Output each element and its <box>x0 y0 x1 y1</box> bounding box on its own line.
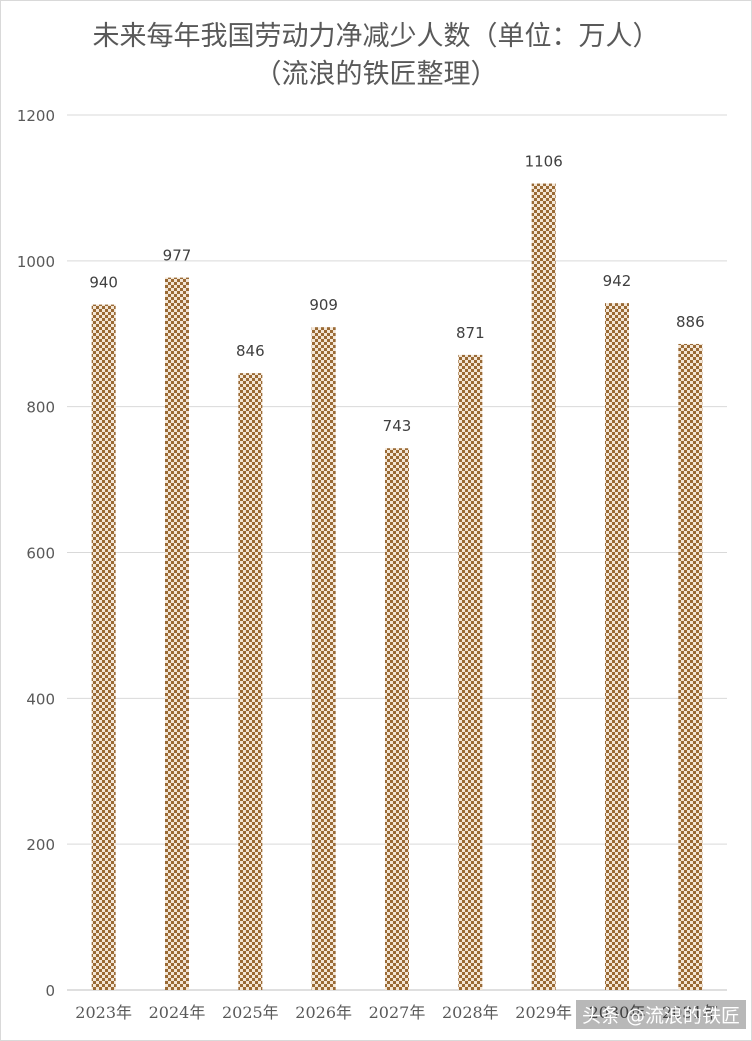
x-tick-label: 2025年 <box>222 1003 279 1022</box>
bar <box>238 373 263 990</box>
labels: 0 200 400 600 800 1000 1200 940 2023年 977 2024年 846… <box>17 107 719 1022</box>
bar <box>678 343 703 990</box>
data-label: 1106 <box>525 153 563 171</box>
x-tick-label: 2026年 <box>295 1003 352 1022</box>
x-tick-label: 2027年 <box>369 1003 426 1022</box>
chart-title: 未来每年我国劳动力净减少人数（单位：万人） <box>92 21 660 52</box>
chart-subtitle: （流浪的铁匠整理） <box>254 59 498 90</box>
x-tick-label: 2028年 <box>442 1003 499 1022</box>
data-label: 977 <box>163 247 192 265</box>
y-tick-label: 1000 <box>17 253 55 271</box>
data-label: 743 <box>383 417 412 435</box>
watermark: 头条 @流浪的铁匠 <box>576 1000 747 1029</box>
bar <box>605 303 629 990</box>
data-label: 871 <box>456 324 485 342</box>
bar <box>165 277 189 991</box>
y-tick-label: 400 <box>26 690 55 708</box>
y-tick-label: 600 <box>26 545 55 563</box>
bar <box>91 304 116 990</box>
data-label: 940 <box>89 274 118 292</box>
bar <box>311 327 336 990</box>
data-label: 909 <box>309 296 338 314</box>
y-tick-label: 200 <box>26 836 55 854</box>
x-tick-label: 2030年 <box>589 1003 646 1022</box>
y-tick-label: 800 <box>26 399 55 417</box>
data-label: 886 <box>676 313 705 331</box>
bar <box>531 183 556 990</box>
bar <box>458 354 483 990</box>
data-label: 846 <box>236 342 265 360</box>
x-tick-label: 2024年 <box>149 1003 206 1022</box>
x-tick-label: 2029年 <box>515 1003 572 1022</box>
bar <box>385 448 409 991</box>
x-tick-label: 2031年 <box>662 1003 719 1022</box>
x-tick-label: 2023年 <box>75 1003 132 1022</box>
data-label: 942 <box>603 272 632 290</box>
bars <box>91 183 703 991</box>
y-tick-label: 0 <box>45 982 55 1000</box>
y-tick-label: 1200 <box>17 107 55 125</box>
